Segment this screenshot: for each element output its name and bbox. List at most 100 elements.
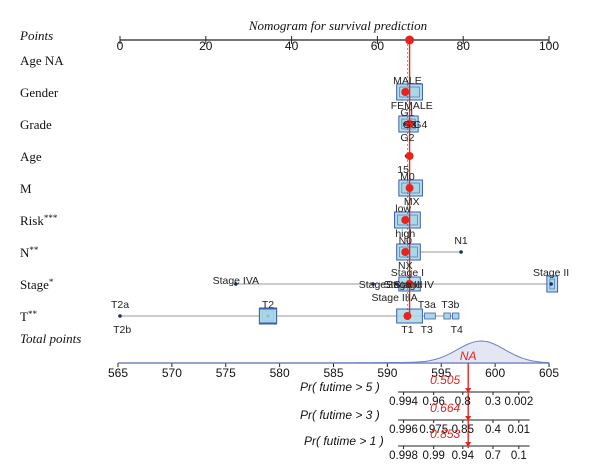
selected-point — [401, 88, 410, 96]
selected-point — [401, 216, 410, 224]
probability-tick-label: 0.975 — [419, 424, 448, 436]
probability-tick-label: 0.8 — [455, 396, 471, 408]
category-box-small — [424, 312, 436, 320]
selected-point — [405, 35, 415, 45]
probability-tick-label: 0.01 — [508, 424, 530, 436]
points-axis-label: Points — [19, 28, 53, 43]
category-label: Stage IIIA — [371, 292, 417, 304]
probability-tick-label: 0.994 — [389, 396, 418, 408]
category-label: 15 — [397, 164, 409, 176]
category-label: T4 — [451, 324, 463, 336]
total-points-tick-label: 595 — [431, 366, 451, 380]
category-point — [234, 282, 238, 286]
category-label: Stage I — [391, 267, 424, 279]
category-label: T3a — [418, 299, 436, 311]
probability-value: 0.505 — [430, 373, 460, 387]
category-label: G3 — [403, 119, 417, 131]
total-points-tick-label: 570 — [162, 366, 182, 380]
probability-tick-label: 0.1 — [511, 450, 527, 462]
selected-point — [405, 120, 414, 128]
category-point — [394, 282, 399, 286]
probability-tick-label: 0.4 — [485, 424, 502, 436]
probability-tick-label: 0.998 — [389, 450, 418, 462]
category-label: G1 — [400, 107, 414, 119]
category-label: N1 — [454, 235, 468, 247]
variable-name: Age NA — [20, 53, 64, 68]
category-label: high — [395, 228, 415, 240]
points-tick-label: 60 — [371, 39, 385, 53]
total-points-label: Total points — [20, 331, 81, 346]
probability-value: 0.664 — [430, 401, 460, 415]
category-label: M0 — [400, 171, 415, 183]
probability-axis-label: Pr( futime > 1 ) — [304, 434, 384, 448]
selected-point — [401, 248, 410, 256]
category-label: Stage IVA — [213, 275, 260, 287]
category-point — [549, 282, 553, 286]
category-point — [459, 250, 463, 254]
category-label: T1 — [401, 324, 413, 336]
significance-stars: *** — [44, 213, 58, 223]
category-label: Stage II — [533, 267, 569, 279]
total-points-tick-label: 590 — [377, 366, 397, 380]
variable-label: Stage* — [20, 277, 54, 292]
selected-point — [405, 184, 414, 192]
probability-tick-label: 0.7 — [485, 450, 501, 462]
variable-label: Risk*** — [20, 213, 58, 228]
category-box — [258, 308, 278, 324]
total-points-value-label: NA — [460, 349, 477, 363]
category-label: T2a — [111, 299, 129, 311]
variable-label: Grade — [20, 117, 52, 132]
category-box-small — [443, 312, 451, 320]
total-points-tick-label: 580 — [270, 366, 290, 380]
category-label: T2b — [113, 324, 131, 336]
points-tick-label: 100 — [539, 39, 559, 53]
variable-label: Age NA — [20, 53, 64, 68]
variable-name: Gender — [20, 85, 59, 100]
category-point — [371, 282, 375, 286]
variable-label: N** — [20, 245, 39, 260]
probability-tick-label: 0.94 — [452, 450, 475, 462]
category-label: NX — [398, 260, 413, 272]
total-points-tick-label: 565 — [108, 366, 128, 380]
total-points-tick-label: 600 — [485, 366, 505, 380]
prediction-arrow — [465, 442, 472, 447]
probability-tick-label: 0.002 — [504, 396, 533, 408]
probability-value: 0.853 — [430, 427, 460, 441]
points-tick-label: 40 — [285, 39, 299, 53]
category-label: MALE — [393, 75, 422, 87]
category-label: G4 — [413, 119, 427, 131]
category-label: FEMALE — [391, 100, 433, 112]
variable-label: Gender — [20, 85, 59, 100]
selected-point — [405, 152, 414, 160]
labels-layer: 0 20 40 60 80 100 Age NA Gender MALE FEMALE Grade G… — [20, 39, 569, 462]
significance-stars: ** — [28, 309, 38, 319]
significance-stars: * — [49, 277, 54, 287]
points-tick-label: 0 — [117, 39, 124, 53]
variable-name: Stage — [20, 277, 49, 292]
category-label: StageSt — [359, 279, 396, 291]
significance-stars: ** — [29, 245, 39, 255]
total-points-tick-label: 605 — [539, 366, 559, 380]
category-label: low — [395, 203, 411, 215]
probability-tick-label: 0.996 — [389, 424, 418, 436]
category-label: T3b — [441, 299, 459, 311]
variable-name: Grade — [20, 117, 52, 132]
total-points-tick-label: 575 — [216, 366, 236, 380]
marks-layer — [118, 35, 559, 448]
category-point — [118, 314, 122, 318]
category-label: T3 — [421, 324, 433, 336]
points-tick-label: 80 — [457, 39, 471, 53]
probability-axis-label: Pr( futime > 3 ) — [300, 408, 380, 422]
probability-tick-label: 0.99 — [423, 450, 445, 462]
total-points-tick-label: 585 — [323, 366, 343, 380]
density-curve — [118, 340, 550, 364]
prediction-arrow — [465, 416, 472, 421]
category-box-small — [452, 312, 460, 320]
variable-label: M — [20, 181, 32, 196]
variable-name: N — [20, 245, 30, 260]
points-tick-label: 20 — [199, 39, 213, 53]
variable-name: M — [20, 181, 32, 196]
category-label: Stage III — [384, 279, 423, 291]
probability-tick-label: 0.96 — [423, 396, 445, 408]
